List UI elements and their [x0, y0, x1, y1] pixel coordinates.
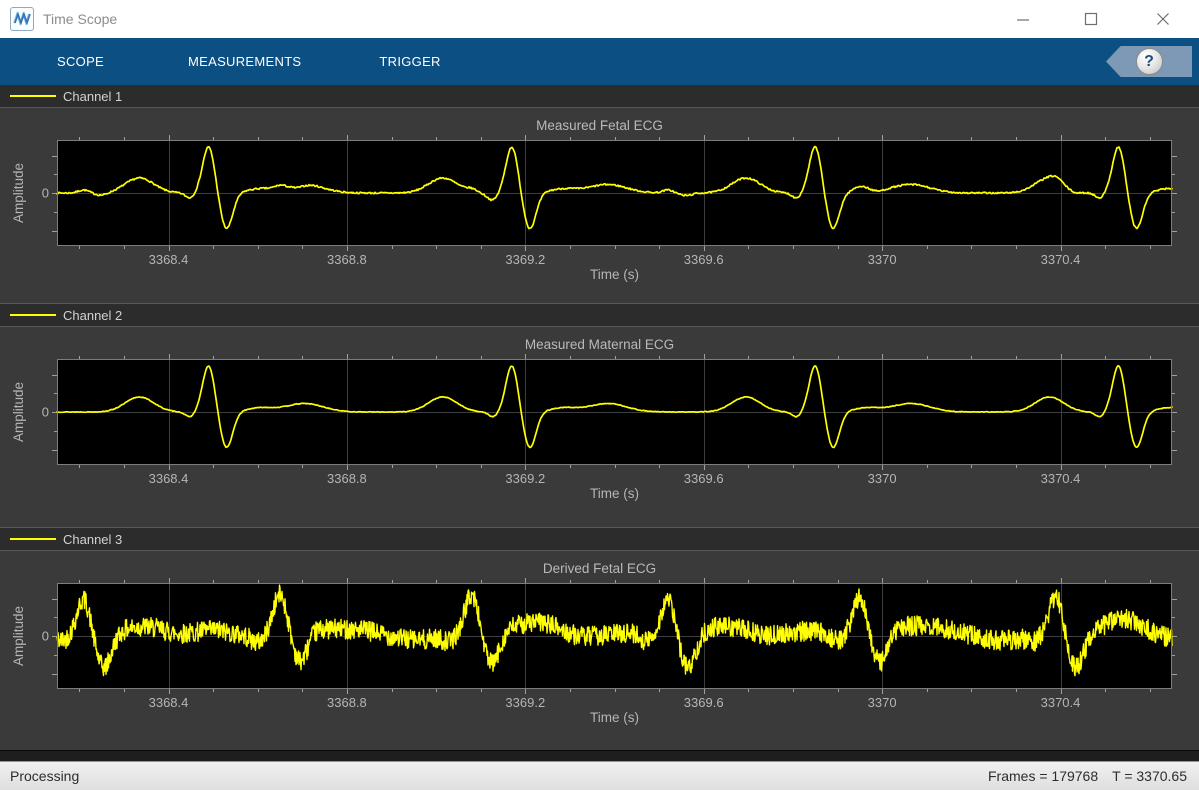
chart-1-x-axis-label: Time (s) — [590, 267, 639, 282]
channel-1-legend-label: Channel 1 — [63, 88, 123, 104]
x-tick-label: 3370.4 — [1040, 695, 1081, 710]
channel-2-legend[interactable]: Channel 2 — [0, 303, 1199, 327]
x-tick-label: 3368.4 — [148, 471, 189, 486]
chart-3-x-axis-label: Time (s) — [590, 710, 639, 725]
chart-2-x-tick-labels: 3368.4 3368.8 3369.2 3369.6 3370 3370.4 — [0, 465, 1199, 486]
channel-1-chart-area: Measured Fetal ECG Amplitude 0 3368.4 336… — [0, 108, 1199, 303]
chart-2-y-axis-label: Amplitude — [11, 381, 26, 443]
x-tick-label: 3368.8 — [327, 471, 367, 486]
x-tick-label: 3369.2 — [505, 695, 546, 710]
channel-3-legend[interactable]: Channel 3 — [0, 527, 1199, 551]
channel-1-section: Channel 1 Measured Fetal ECG Amplitude 0… — [0, 85, 1199, 303]
x-tick-label: 3370 — [867, 252, 897, 267]
chart-2-waveform-plot[interactable] — [52, 354, 1177, 470]
app-waveform-icon — [10, 7, 34, 31]
close-button[interactable] — [1140, 0, 1186, 38]
x-tick-label: 3368.8 — [327, 695, 367, 710]
x-tick-label: 3369.6 — [683, 252, 724, 267]
x-tick-label: 3368.4 — [148, 695, 189, 710]
channel-3-line-sample — [10, 538, 56, 540]
x-tick-label: 3369.6 — [683, 695, 724, 710]
tab-trigger[interactable]: TRIGGER — [377, 50, 442, 73]
status-processing: Processing — [10, 768, 80, 784]
chart-3-title: Derived Fetal ECG — [542, 561, 657, 576]
chart-1-waveform-plot[interactable] — [52, 135, 1177, 251]
question-mark-icon: ? — [1135, 48, 1163, 75]
tab-scope[interactable]: SCOPE — [55, 50, 106, 73]
maximize-button[interactable] — [1068, 0, 1114, 38]
chart-2-y-tick-label: 0 — [41, 404, 49, 420]
channel-2-legend-label: Channel 2 — [63, 307, 123, 323]
window-title: Time Scope — [43, 11, 118, 27]
content-bottom-strip — [0, 750, 1199, 761]
channel-3-chart-area: Derived Fetal ECG Amplitude 0 3368.4 3368… — [0, 551, 1199, 750]
x-tick-label: 3370 — [867, 695, 897, 710]
x-tick-label: 3368.4 — [148, 252, 189, 267]
chart-3-y-axis-label: Amplitude — [11, 605, 26, 667]
minimize-button[interactable] — [1000, 0, 1046, 38]
chart-1-title: Measured Fetal ECG — [536, 118, 663, 133]
x-tick-label: 3369.6 — [683, 471, 724, 486]
toolstrip: SCOPE MEASUREMENTS TRIGGER ? — [0, 38, 1199, 85]
chart-2-x-axis-label: Time (s) — [590, 486, 639, 501]
chart-1-y-tick-label: 0 — [41, 185, 49, 201]
channel-1-legend[interactable]: Channel 1 — [0, 85, 1199, 108]
help-button[interactable]: ? — [1106, 46, 1192, 77]
x-tick-label: 3369.2 — [505, 471, 546, 486]
channel-2-chart-area: Measured Maternal ECG Amplitude 0 3368.4… — [0, 327, 1199, 527]
chart-2-title: Measured Maternal ECG — [524, 337, 675, 352]
channel-2-line-sample — [10, 314, 56, 316]
chart-3-waveform-plot[interactable] — [52, 578, 1177, 694]
x-tick-label: 3369.2 — [505, 252, 546, 267]
channel-2-section: Channel 2 Measured Maternal ECG Amplitud… — [0, 303, 1199, 527]
status-bar: Processing Frames = 179768 T = 3370.65 — [0, 761, 1199, 790]
status-frames: Frames = 179768 — [988, 768, 1099, 784]
chart-1-x-tick-labels: 3368.4 3368.8 3369.2 3369.6 3370 3370.4 — [0, 246, 1199, 267]
x-tick-label: 3368.8 — [327, 252, 367, 267]
channel-1-line-sample — [10, 95, 56, 97]
x-tick-label: 3370 — [867, 471, 897, 486]
chart-3-x-tick-labels: 3368.4 3368.8 3369.2 3369.6 3370 3370.4 — [0, 689, 1199, 710]
chart-1-y-axis-label: Amplitude — [11, 162, 26, 224]
chart-3-y-tick-label: 0 — [41, 628, 49, 644]
channel-3-legend-label: Channel 3 — [63, 531, 123, 547]
status-time: T = 3370.65 — [1112, 768, 1187, 784]
tab-measurements[interactable]: MEASUREMENTS — [186, 50, 303, 73]
title-bar: Time Scope — [0, 0, 1199, 38]
channel-3-section: Channel 3 Derived Fetal ECG Amplitude 0 … — [0, 527, 1199, 750]
x-tick-label: 3370.4 — [1040, 252, 1081, 267]
x-tick-label: 3370.4 — [1040, 471, 1081, 486]
